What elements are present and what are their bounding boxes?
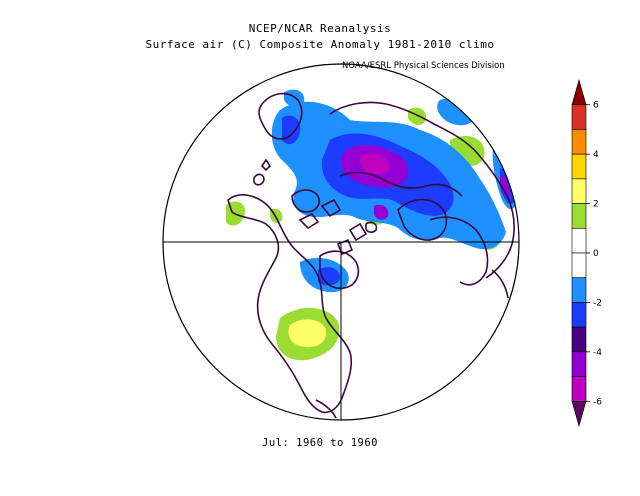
colorbar-segment [571,252,587,279]
anomaly-patch [500,174,510,197]
colorbar-tick-label: 4 [593,150,599,160]
coastline-north-america [227,194,353,414]
anomaly-patch [437,97,476,126]
coastline-central-america [315,399,337,419]
colorbar-tick-label: 2 [593,200,599,210]
coastlines [227,92,515,419]
colorbar-segment [571,351,587,377]
colorbar-ticks: 6 4 2 0 -2 -4 -6 [586,101,602,407]
anomaly-patch [360,153,390,174]
chart-subtitle: Surface air (C) Composite Anomaly 1981-2… [145,38,495,51]
coastline-iceland [365,221,378,233]
anomaly-patch [284,89,305,108]
colorbar-tick-label: -2 [593,298,602,308]
anomaly-patch [408,107,427,126]
colorbar-segment [571,326,587,353]
anomaly-patch [318,267,340,286]
colorbar-segment [571,178,587,204]
colorbar-segment [571,400,587,428]
colorbar-tick-label: 6 [593,101,599,111]
coastline-africa-edge [491,269,509,299]
colorbar-segment [571,302,587,328]
credit-text: NOAA/ESRL Physical Sciences Division [342,61,505,71]
colorbar-segment [571,277,587,303]
coastline-europe [429,216,489,286]
chart-title: NCEP/NCAR Reanalysis [248,22,392,35]
period-label: Jul: 1960 to 1960 [262,437,378,449]
coastline-alaska [291,189,321,213]
colorbar-segment [571,104,587,130]
anomaly-field [226,89,518,361]
colorbar-tick-label: -4 [593,348,602,358]
coastline-archipelago [298,198,368,256]
colorbar-segment [571,203,587,229]
colorbar-segment [571,227,587,254]
colorbar-segment [571,78,587,106]
colorbar-tick-label: 0 [593,249,599,259]
anomaly-patch [374,204,389,220]
anomaly-patch [288,319,327,348]
coastline-siberia [339,171,463,197]
colorbar-segment [571,376,587,402]
colorbar-segment [571,129,587,155]
colorbar [571,78,587,428]
coastline-greenland [258,92,303,140]
coastline-eurasia [329,101,515,279]
coastline-scandinavia [397,198,448,241]
colorbar-segment [571,153,587,180]
coastline-japan [253,158,272,186]
colorbar-tick-label: -6 [593,397,602,407]
